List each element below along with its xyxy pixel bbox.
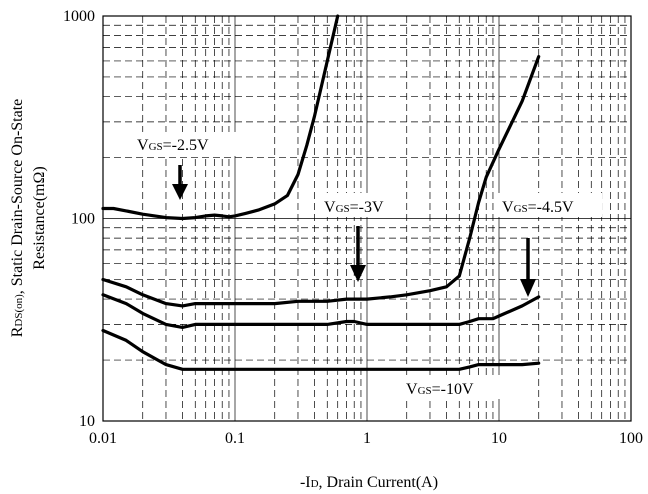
curve-vgs-10 <box>101 328 541 371</box>
curve-vgs-3 <box>101 54 541 308</box>
x-tick-label: 100 <box>619 430 643 447</box>
grid <box>103 16 631 421</box>
x-tick-label: 0.01 <box>89 430 117 447</box>
arrow-vgs-4p5 <box>520 238 536 297</box>
annotation-vgs-4p5: VGS=-4.5V <box>502 199 574 216</box>
arrow-vgs-3 <box>350 226 366 282</box>
annotation-bg-vgs-3 <box>320 193 402 217</box>
annotation-vgs-3: VGS=-3V <box>324 199 384 216</box>
curve-vgs-4p5 <box>101 293 541 329</box>
x-tick-label: 10 <box>491 430 507 447</box>
y-tick-label: 100 <box>71 211 95 228</box>
arrow-vgs-2p5 <box>172 165 188 200</box>
y-axis-label-line1: RDS(on), Static Drain-Source On-State <box>9 99 26 338</box>
annotation-bg-vgs-2p5 <box>132 132 252 156</box>
x-axis-label: -ID, Drain Current(A) <box>300 474 438 491</box>
y-tick-label: 1000 <box>63 8 95 25</box>
curve-vgs-2p5 <box>101 14 340 221</box>
plot-frame <box>102 15 632 422</box>
x-tick-label: 1 <box>363 430 371 447</box>
annotation-bg-vgs-10 <box>402 375 506 399</box>
curves <box>101 14 541 371</box>
annotation-vgs-10: VGS=-10V <box>406 381 474 398</box>
y-axis-label-line2: Resistance(mΩ) <box>31 166 48 269</box>
annotation-vgs-2p5: VGS=-2.5V <box>137 137 209 154</box>
x-tick-label: 0.1 <box>225 430 245 447</box>
y-tick-label: 10 <box>79 413 95 430</box>
annotation-bg-vgs-4p5 <box>498 193 602 217</box>
x-tick-labels: 0.01 0.1 1 10 100 <box>89 430 643 447</box>
y-tick-labels: 10 100 1000 <box>63 8 95 430</box>
